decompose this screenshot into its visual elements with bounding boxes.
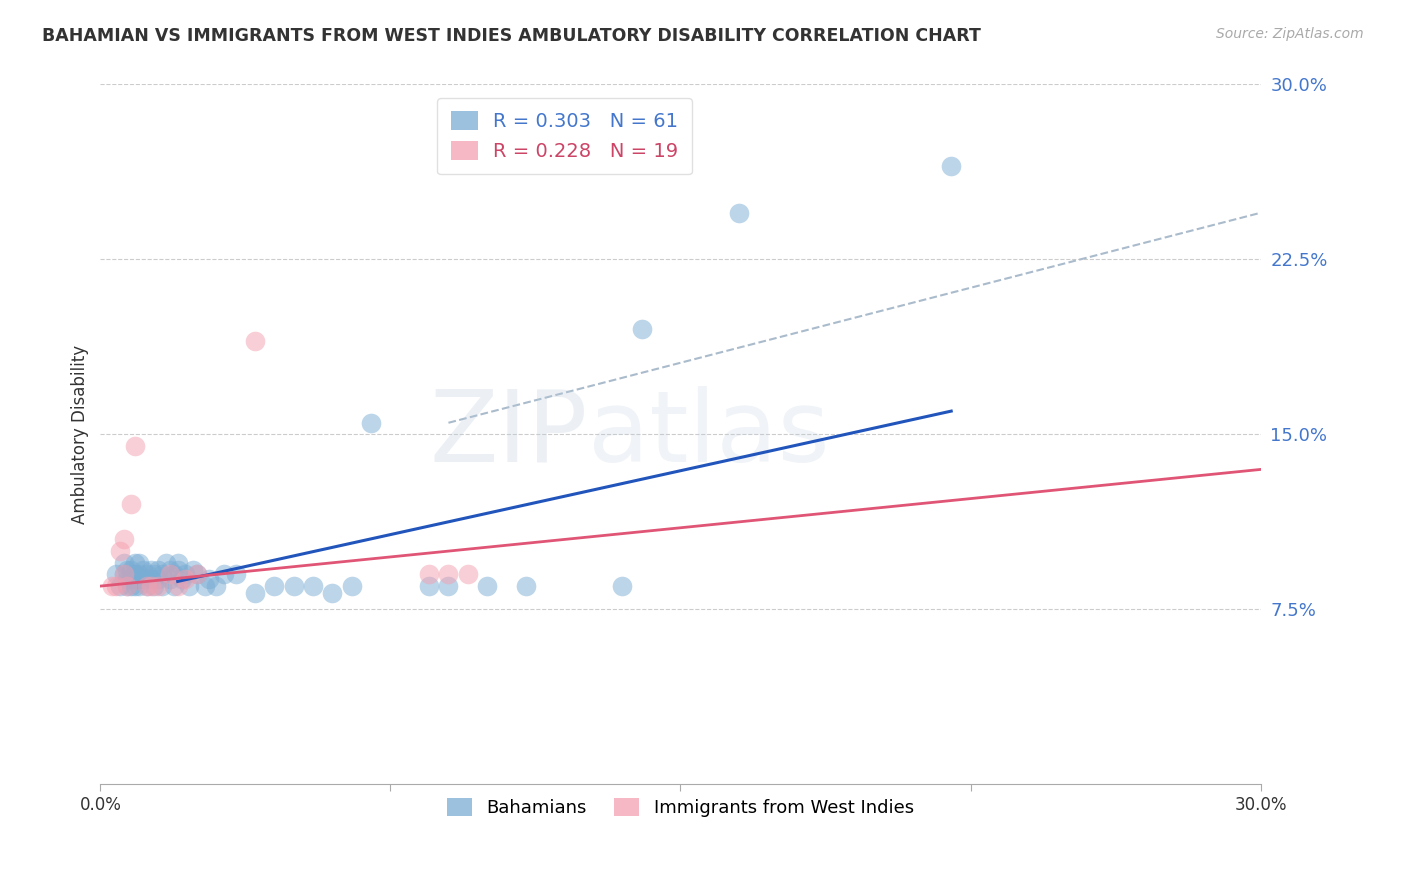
Point [243, 586, 266, 600]
Point [124, 572, 146, 586]
Point [139, 563, 162, 577]
Point [108, 579, 131, 593]
Point [163, 567, 186, 582]
Point [120, 572, 142, 586]
Point [150, 579, 173, 593]
Point [283, 579, 305, 593]
Text: Source: ZipAtlas.com: Source: ZipAtlas.com [1216, 27, 1364, 41]
Point [112, 533, 135, 547]
Point [159, 563, 181, 577]
Point [163, 579, 186, 593]
Text: ZIP: ZIP [429, 386, 588, 483]
Point [150, 567, 173, 582]
Text: atlas: atlas [588, 386, 830, 483]
Point [143, 567, 166, 582]
Point [128, 567, 150, 582]
Point [112, 567, 135, 582]
Point [143, 579, 166, 593]
Point [117, 563, 139, 577]
Point [612, 579, 634, 593]
Point [124, 579, 146, 593]
Point [197, 572, 219, 586]
Point [166, 579, 188, 593]
Point [139, 579, 162, 593]
Point [120, 579, 142, 593]
Point [104, 579, 127, 593]
Point [340, 579, 363, 593]
Point [174, 567, 197, 582]
Point [117, 572, 139, 586]
Point [437, 567, 460, 582]
Text: BAHAMIAN VS IMMIGRANTS FROM WEST INDIES AMBULATORY DISABILITY CORRELATION CHART: BAHAMIAN VS IMMIGRANTS FROM WEST INDIES … [42, 27, 981, 45]
Point [117, 579, 139, 593]
Point [148, 572, 170, 586]
Y-axis label: Ambulatory Disability: Ambulatory Disability [72, 345, 89, 524]
Point [360, 416, 382, 430]
Point [120, 563, 142, 577]
Point [186, 567, 208, 582]
Point [302, 579, 325, 593]
Point [101, 579, 124, 593]
Point [225, 567, 247, 582]
Point [243, 334, 266, 348]
Point [515, 579, 537, 593]
Point [159, 572, 181, 586]
Point [104, 567, 127, 582]
Point [212, 567, 235, 582]
Point [727, 206, 749, 220]
Point [135, 579, 157, 593]
Point [128, 556, 150, 570]
Point [263, 579, 285, 593]
Point [159, 567, 181, 582]
Point [166, 563, 188, 577]
Point [457, 567, 479, 582]
Point [120, 498, 142, 512]
Point [170, 572, 193, 586]
Point [630, 322, 652, 336]
Point [135, 579, 157, 593]
Point [124, 439, 146, 453]
Point [418, 579, 440, 593]
Point [148, 563, 170, 577]
Point [186, 567, 208, 582]
Point [124, 556, 146, 570]
Point [124, 567, 146, 582]
Legend: Bahamians, Immigrants from West Indies: Bahamians, Immigrants from West Indies [440, 791, 921, 824]
Point [148, 579, 170, 593]
Point [135, 567, 157, 582]
Point [321, 586, 343, 600]
Point [418, 567, 440, 582]
Point [166, 556, 188, 570]
Point [117, 579, 139, 593]
Point [112, 556, 135, 570]
Point [475, 579, 498, 593]
Point [181, 563, 204, 577]
Point [179, 579, 201, 593]
Point [174, 572, 197, 586]
Point [108, 544, 131, 558]
Point [155, 556, 177, 570]
Point [139, 572, 162, 586]
Point [194, 579, 217, 593]
Point [437, 579, 460, 593]
Point [132, 563, 155, 577]
Point [205, 579, 228, 593]
Point [112, 567, 135, 582]
Point [941, 159, 963, 173]
Point [128, 579, 150, 593]
Point [132, 572, 155, 586]
